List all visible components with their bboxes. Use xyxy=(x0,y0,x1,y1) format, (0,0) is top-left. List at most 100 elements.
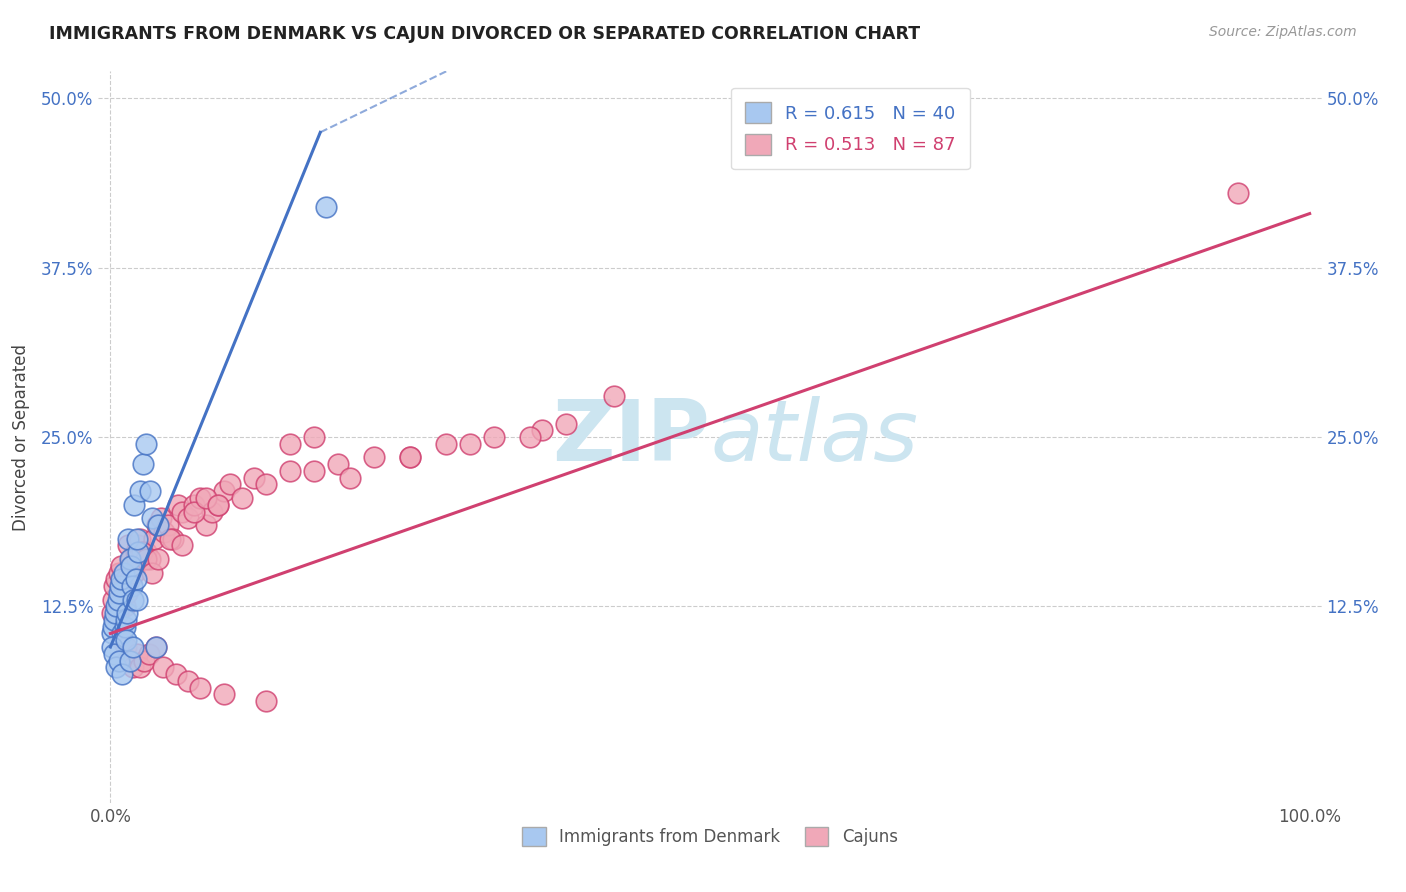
Text: Source: ZipAtlas.com: Source: ZipAtlas.com xyxy=(1209,25,1357,39)
Point xyxy=(100,606,122,620)
Point xyxy=(122,660,145,674)
Point xyxy=(122,640,145,654)
Point xyxy=(363,450,385,465)
Point xyxy=(177,511,200,525)
Point xyxy=(278,437,301,451)
Y-axis label: Divorced or Separated: Divorced or Separated xyxy=(11,343,30,531)
Point xyxy=(135,437,157,451)
Point xyxy=(115,613,138,627)
Point xyxy=(104,606,127,620)
Point xyxy=(315,200,337,214)
Point xyxy=(110,572,132,586)
Point xyxy=(165,667,187,681)
Point xyxy=(135,552,157,566)
Point xyxy=(148,552,170,566)
Point xyxy=(172,505,194,519)
Point xyxy=(115,640,138,654)
Point xyxy=(115,633,138,648)
Point xyxy=(172,538,194,552)
Point xyxy=(115,606,138,620)
Point xyxy=(146,518,169,533)
Point xyxy=(125,532,148,546)
Point xyxy=(141,566,163,580)
Point xyxy=(131,545,153,559)
Point xyxy=(159,532,181,546)
Point xyxy=(124,498,146,512)
Point xyxy=(103,613,125,627)
Point xyxy=(101,592,124,607)
Point xyxy=(125,647,148,661)
Point xyxy=(114,620,136,634)
Point xyxy=(278,464,301,478)
Point xyxy=(135,545,157,559)
Point xyxy=(105,572,128,586)
Point xyxy=(112,566,135,580)
Point xyxy=(531,423,554,437)
Point xyxy=(120,552,142,566)
Point xyxy=(195,491,218,505)
Point xyxy=(1226,186,1249,201)
Point xyxy=(108,599,131,614)
Point xyxy=(458,437,481,451)
Point xyxy=(149,511,172,525)
Text: ZIP: ZIP xyxy=(553,395,710,479)
Point xyxy=(107,606,129,620)
Legend: Immigrants from Denmark, Cajuns: Immigrants from Denmark, Cajuns xyxy=(516,821,904,853)
Point xyxy=(125,592,148,607)
Point xyxy=(219,477,242,491)
Point xyxy=(103,647,125,661)
Point xyxy=(132,545,155,559)
Point xyxy=(111,626,134,640)
Point xyxy=(214,688,236,702)
Point xyxy=(100,626,122,640)
Point xyxy=(132,654,155,668)
Point xyxy=(399,450,422,465)
Point xyxy=(162,532,184,546)
Point xyxy=(231,491,253,505)
Point xyxy=(120,558,142,573)
Point xyxy=(104,613,127,627)
Point xyxy=(139,552,162,566)
Point xyxy=(111,667,134,681)
Point xyxy=(127,538,149,552)
Point xyxy=(127,545,149,559)
Point xyxy=(254,694,277,708)
Point xyxy=(434,437,457,451)
Point xyxy=(603,389,626,403)
Point xyxy=(105,660,128,674)
Point xyxy=(115,586,138,600)
Point xyxy=(201,505,224,519)
Point xyxy=(183,505,205,519)
Point xyxy=(100,640,122,654)
Point xyxy=(124,566,146,580)
Text: atlas: atlas xyxy=(710,395,918,479)
Point xyxy=(214,484,236,499)
Point xyxy=(145,640,167,654)
Point xyxy=(125,552,148,566)
Point xyxy=(177,673,200,688)
Point xyxy=(195,518,218,533)
Point xyxy=(121,558,143,573)
Point xyxy=(111,633,134,648)
Point xyxy=(112,579,135,593)
Point xyxy=(110,558,132,573)
Point xyxy=(254,477,277,491)
Point xyxy=(399,450,422,465)
Point xyxy=(152,660,174,674)
Point xyxy=(145,640,167,654)
Point xyxy=(328,457,350,471)
Point xyxy=(114,599,136,614)
Point xyxy=(156,518,179,533)
Point xyxy=(519,430,541,444)
Point xyxy=(153,524,176,539)
Point xyxy=(482,430,505,444)
Point xyxy=(108,579,131,593)
Point xyxy=(139,484,162,499)
Point xyxy=(243,471,266,485)
Point xyxy=(103,579,125,593)
Point xyxy=(166,498,188,512)
Point xyxy=(108,566,129,580)
Point xyxy=(132,457,155,471)
Point xyxy=(122,592,145,607)
Point xyxy=(304,430,326,444)
